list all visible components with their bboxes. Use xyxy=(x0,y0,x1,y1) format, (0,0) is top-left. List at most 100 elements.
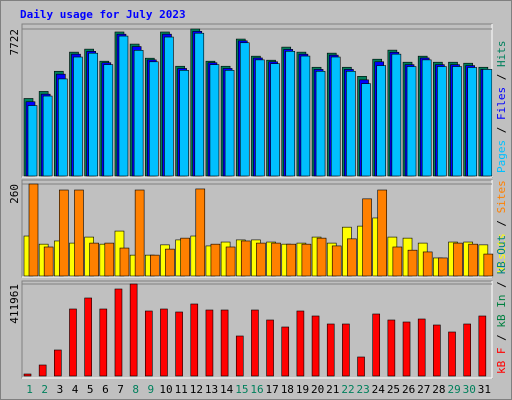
bar xyxy=(316,237,327,277)
x-tick-label: 7 xyxy=(117,383,124,396)
legend-entry: Hits xyxy=(495,41,508,68)
legend-separator: / xyxy=(495,275,508,295)
x-tick-label: 12 xyxy=(190,383,203,396)
bar xyxy=(453,242,463,277)
bar xyxy=(118,35,129,177)
bar xyxy=(23,373,32,377)
bar xyxy=(164,36,174,177)
bar xyxy=(195,188,206,277)
bar xyxy=(266,319,274,377)
bar xyxy=(391,53,402,177)
bar xyxy=(99,308,108,377)
bar xyxy=(372,313,381,377)
bar xyxy=(482,69,493,177)
x-tick-label: 14 xyxy=(220,383,234,396)
x-tick-label: 8 xyxy=(132,383,139,396)
x-tick-label: 17 xyxy=(266,383,279,396)
x-tick-label: 29 xyxy=(447,383,460,396)
bar xyxy=(347,238,357,277)
bar xyxy=(165,248,175,277)
bar xyxy=(285,51,296,177)
bar xyxy=(437,66,447,177)
bar xyxy=(114,288,123,377)
bar xyxy=(422,251,433,277)
x-tick-label: 26 xyxy=(402,383,415,396)
bar xyxy=(452,66,462,177)
bar xyxy=(58,78,68,177)
x-tick-label: 30 xyxy=(463,383,476,396)
bar xyxy=(84,297,92,377)
bar xyxy=(406,66,417,177)
bar xyxy=(209,64,220,177)
x-tick-label: 20 xyxy=(311,383,324,396)
bar xyxy=(330,56,341,177)
y-tick-label: 411961 xyxy=(8,284,21,324)
legend-separator: / xyxy=(495,213,508,233)
bar xyxy=(361,83,371,177)
bar xyxy=(28,183,39,277)
legend-entry: Files xyxy=(495,87,508,120)
bar xyxy=(286,243,297,277)
x-tick-label: 11 xyxy=(175,383,188,396)
legend: Pages / Files / Hits xyxy=(495,41,508,174)
bar xyxy=(180,237,190,277)
bar xyxy=(179,70,189,177)
x-tick-label: 27 xyxy=(417,383,430,396)
legend-separator: / xyxy=(495,67,508,87)
bar xyxy=(251,309,259,377)
bar xyxy=(296,310,305,377)
x-tick-label: 13 xyxy=(205,383,218,396)
bar xyxy=(89,242,99,277)
bar xyxy=(448,331,456,377)
x-tick-label: 25 xyxy=(387,383,400,396)
bar xyxy=(148,61,159,177)
legend-entry: Sites xyxy=(495,180,508,213)
chart-title: Daily usage for July 2023 xyxy=(20,8,186,21)
x-tick-label: 2 xyxy=(41,383,48,396)
x-tick-label: 21 xyxy=(326,383,339,396)
bar xyxy=(346,70,356,177)
bar xyxy=(342,323,350,377)
bar xyxy=(38,364,47,377)
x-tick-label: 3 xyxy=(57,383,64,396)
bar xyxy=(463,323,471,377)
bar xyxy=(149,254,160,277)
legend: kB F / kB In / kB Out xyxy=(495,235,508,374)
x-tick-label: 15 xyxy=(235,383,248,396)
bar xyxy=(104,242,115,277)
x-tick-label: 10 xyxy=(159,383,172,396)
x-tick-label: 22 xyxy=(341,383,354,396)
bar xyxy=(387,319,396,377)
x-tick-label: 6 xyxy=(102,383,109,396)
y-tick-label: 260 xyxy=(8,184,21,204)
bar xyxy=(103,64,114,177)
bar xyxy=(235,335,244,377)
bar xyxy=(438,257,448,277)
bar xyxy=(483,253,494,277)
bar xyxy=(326,323,335,377)
x-tick-label: 5 xyxy=(87,383,94,396)
x-tick-label: 24 xyxy=(372,383,386,396)
bar xyxy=(362,198,372,277)
legend-entry: kB F xyxy=(495,348,508,375)
x-tick-label: 9 xyxy=(148,383,155,396)
legend: Visits / Sites xyxy=(495,180,508,273)
x-tick-label: 18 xyxy=(281,383,294,396)
bar xyxy=(205,309,214,377)
bar xyxy=(392,246,403,277)
bar xyxy=(407,249,418,277)
x-tick-label: 16 xyxy=(250,383,263,396)
bar xyxy=(134,189,145,277)
bar xyxy=(417,318,426,377)
bar xyxy=(160,308,168,377)
bar xyxy=(69,308,77,377)
x-tick-label: 23 xyxy=(357,383,370,396)
bar xyxy=(255,59,265,177)
bar xyxy=(402,321,411,377)
bar xyxy=(315,70,326,177)
legend-entry: Visits xyxy=(495,233,508,273)
bar xyxy=(175,311,183,377)
bar xyxy=(421,59,432,177)
bar xyxy=(468,243,478,277)
bar xyxy=(271,242,281,277)
